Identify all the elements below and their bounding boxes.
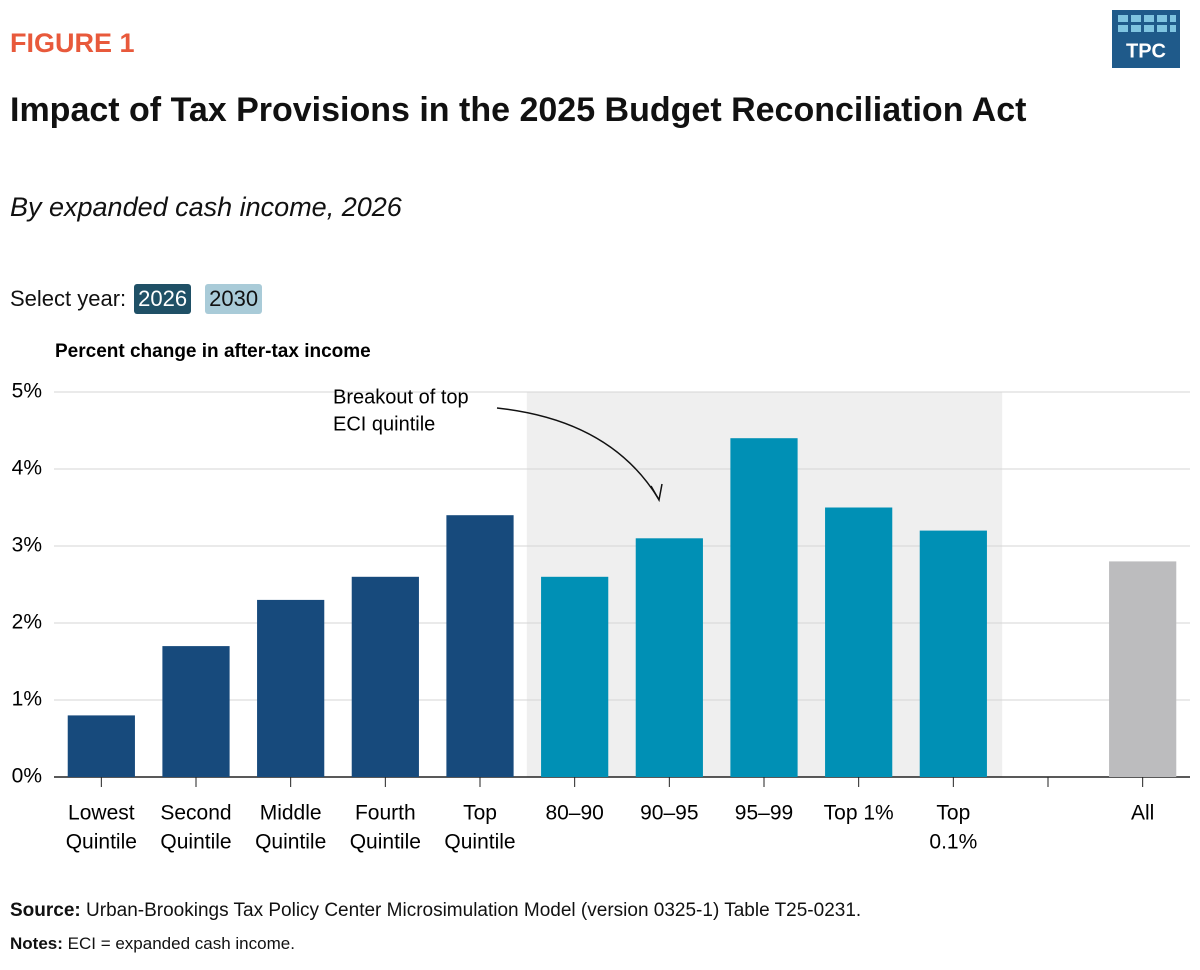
x-tick-label: Top [936, 802, 970, 825]
bar [1109, 561, 1177, 777]
logo: TPC [1112, 10, 1180, 68]
x-tick-label: Quintile [66, 831, 137, 854]
x-tick-label: All [1131, 802, 1154, 825]
x-tick-label: 80–90 [545, 802, 603, 825]
y-tick-label: 4% [12, 457, 42, 480]
logo-text: TPC [1126, 40, 1166, 62]
source-text: Urban-Brookings Tax Policy Center Micros… [86, 900, 862, 921]
chart: TPC Percent change in after-tax income 0… [12, 10, 1190, 854]
annotation-arrow [496, 407, 659, 499]
x-tick-label: 95–99 [735, 802, 793, 825]
y-tick-label: 5% [12, 380, 42, 403]
x-tick-label: Top 1% [824, 802, 894, 825]
x-tick-label: Second [160, 802, 231, 825]
bar [919, 530, 987, 777]
bar [825, 507, 893, 777]
y-axis-label: Percent change in after-tax income [55, 341, 371, 362]
notes-text: ECI = expanded cash income. [67, 934, 295, 953]
x-tick-label: Quintile [255, 831, 326, 854]
x-tick-label: Fourth [355, 802, 416, 825]
notes-label: Notes: [10, 934, 63, 953]
bar [446, 515, 514, 777]
annotation: ECI quintile [333, 413, 435, 435]
y-tick-label: 0% [12, 765, 42, 788]
year-button[interactable]: 2030 [205, 284, 263, 314]
x-tick-label: Top [463, 802, 497, 825]
subtitle: By expanded cash income, 2026 [10, 192, 402, 222]
y-tick-label: 1% [12, 688, 42, 711]
source: Source: Urban-Brookings Tax Policy Cente… [10, 900, 861, 922]
year-button[interactable]: 2026 [134, 284, 192, 314]
bar [351, 576, 419, 777]
selector-label: Select year: [10, 286, 127, 311]
x-tick-label: 0.1% [929, 831, 977, 854]
x-tick-label: Lowest [68, 802, 135, 825]
x-tick-label: 90–95 [640, 802, 698, 825]
logo-grid [1118, 15, 1176, 32]
year-selector: Select year: 2026 2030 [10, 284, 263, 314]
figure-label: FIGURE 1 [10, 28, 135, 58]
annotation-arrowhead [650, 483, 663, 503]
source-label: Source: [10, 900, 81, 921]
x-tick-label: Quintile [160, 831, 231, 854]
notes: Notes: ECI = expanded cash income. [10, 934, 295, 954]
y-tick-label: 2% [12, 611, 42, 634]
x-tick-label: Middle [260, 802, 322, 825]
bar [162, 646, 230, 777]
title: Impact of Tax Provisions in the 2025 Bud… [10, 91, 1027, 129]
bar [635, 538, 703, 777]
bar [67, 715, 135, 777]
bar [730, 438, 798, 777]
annotation: Breakout of top [333, 386, 469, 408]
bar [257, 599, 325, 777]
y-tick-label: 3% [12, 534, 42, 557]
x-tick-label: Quintile [350, 831, 421, 854]
bar [541, 576, 609, 777]
x-tick-label: Quintile [444, 831, 515, 854]
